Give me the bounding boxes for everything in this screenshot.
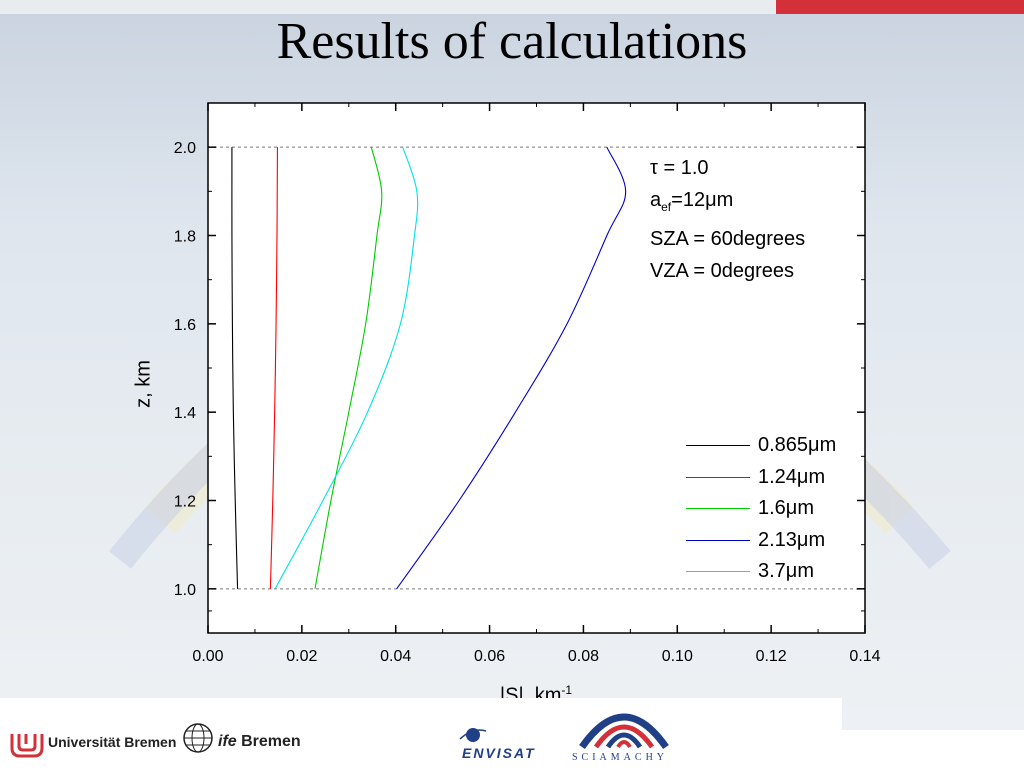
x-tick-label: 0.08: [568, 648, 599, 665]
ife-globe-icon: [183, 723, 213, 753]
x-axis-label-exponent: -1: [561, 683, 573, 697]
legend-label: 1.24μm: [758, 465, 826, 488]
y-tick-label: 1.6: [174, 317, 196, 334]
sciamachy-label: SCIAMACHY: [572, 752, 669, 763]
y-tick-label: 2.0: [174, 140, 196, 157]
y-tick-label: 1.4: [174, 405, 196, 422]
legend-item: 3.7μm: [686, 556, 836, 588]
footer-band: [0, 698, 842, 768]
legend-label: 3.7μm: [758, 560, 814, 583]
ife-prefix: ife: [218, 733, 237, 750]
x-tick-label: 0.06: [474, 648, 505, 665]
legend-label: 0.865μm: [758, 434, 837, 457]
x-tick-label: 0.12: [756, 648, 787, 665]
ife-suffix: Bremen: [236, 733, 301, 750]
sza-label: SZA = 60degrees: [650, 228, 806, 250]
x-tick-label: 0.02: [286, 648, 317, 665]
title-bar-grey: [0, 0, 780, 14]
legend-item: 1.24μm: [686, 462, 836, 494]
ife-name: ife Bremen: [218, 733, 301, 751]
series-line-4: [396, 146, 627, 590]
series-line-2: [269, 147, 278, 589]
x-tick-label: 0.04: [380, 648, 411, 665]
x-tick-label: 0.10: [662, 648, 693, 665]
envisat-satellite-icon: [459, 728, 487, 742]
series-line-5: [274, 147, 419, 590]
aef-main: a: [650, 189, 662, 211]
series-line-3: [314, 147, 383, 589]
aef-value: =12μm: [671, 189, 734, 211]
university-logo-icon: [10, 734, 44, 758]
legend-item: 0.865μm: [686, 430, 836, 462]
x-tick-label: 0.00: [192, 648, 223, 665]
y-tick-label: 1.8: [174, 229, 196, 246]
legend-swatch: [686, 539, 750, 541]
legend-swatch: [686, 476, 750, 478]
plot-area-background: [208, 103, 865, 633]
legend-label: 2.13μm: [758, 528, 826, 551]
legend-swatch: [686, 508, 750, 510]
legend-swatch: [686, 445, 750, 447]
sciamachy-wifi-icon: [579, 713, 669, 750]
envisat-label: ENVISAT: [462, 745, 536, 761]
x-tick-label: 0.14: [849, 648, 880, 665]
vza-label: VZA = 0degrees: [650, 260, 794, 282]
parameter-annotation: τ = 1.0 aef=12μm SZA = 60degrees VZA = 0…: [650, 152, 805, 287]
legend-label: 1.6μm: [758, 497, 814, 520]
slide-title: Results of calculations: [276, 13, 748, 70]
y-axis-label: z, km: [132, 360, 155, 408]
footer-band-right: [842, 730, 1024, 768]
legend: 0.865μm 1.24μm 1.6μm 2.13μm 3.7μm: [686, 430, 836, 588]
aef-subscript: ef: [661, 200, 672, 214]
university-name: Universität Bremen: [48, 734, 177, 750]
series-line-1: [231, 147, 239, 589]
tau-label: τ = 1.0: [650, 157, 709, 179]
legend-swatch: [686, 571, 750, 573]
aef-label: aef=12μm: [650, 184, 805, 223]
y-tick-label: 1.0: [174, 582, 196, 599]
legend-item: 2.13μm: [686, 525, 836, 557]
title-bar-red: [776, 0, 1024, 14]
legend-item: 1.6μm: [686, 493, 836, 525]
y-tick-label: 1.2: [174, 494, 196, 511]
